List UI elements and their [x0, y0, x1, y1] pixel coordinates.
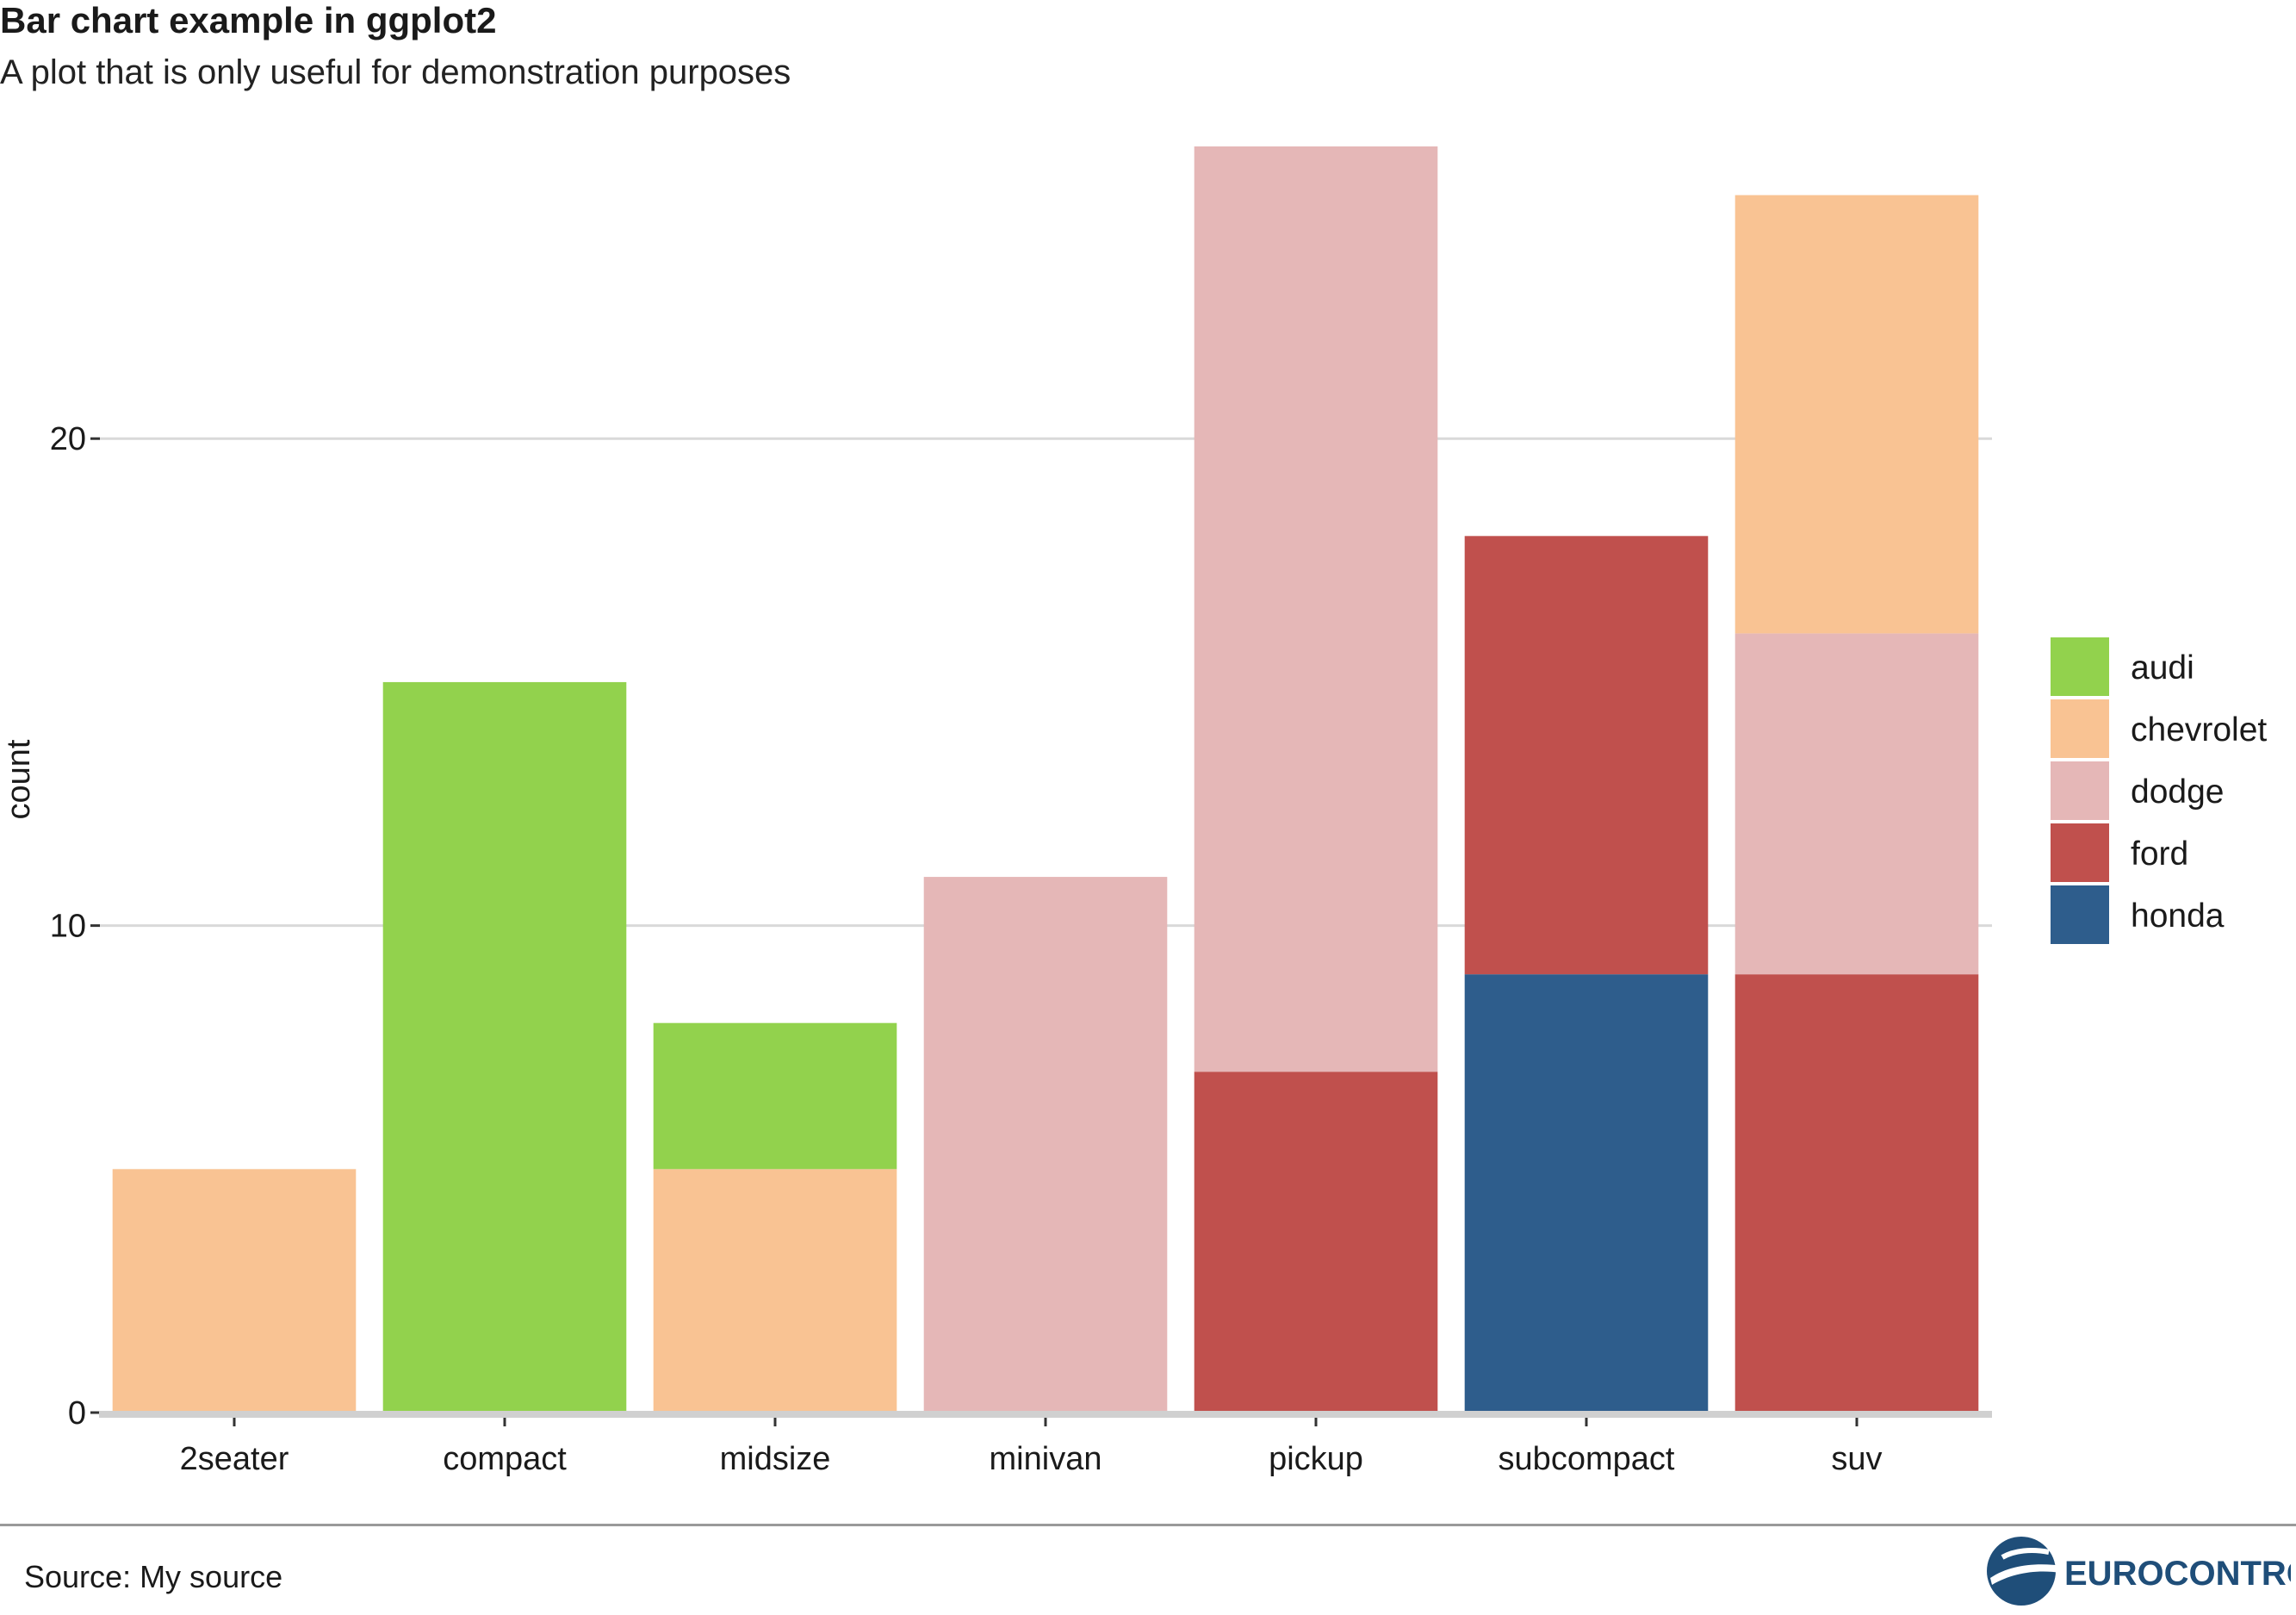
bar-segment-2seater-chevrolet [112, 1169, 357, 1413]
bars [112, 146, 1979, 1413]
y-tick-label: 10 [50, 909, 86, 945]
footer-divider [0, 1524, 2296, 1526]
bar-segment-pickup-ford [1194, 1071, 1438, 1413]
y-tick-label: 0 [68, 1395, 86, 1432]
bar-segment-pickup-dodge [1194, 146, 1438, 1072]
legend-key-dodge [2051, 761, 2109, 820]
bar-segment-subcompact-ford [1464, 536, 1709, 975]
legend-key-audi [2051, 637, 2109, 696]
legend-label-audi: audi [2131, 649, 2194, 686]
legend-label-chevrolet: chevrolet [2131, 711, 2267, 748]
bar-segment-midsize-chevrolet [653, 1169, 897, 1413]
x-tick-label: 2seater [180, 1441, 289, 1477]
eurocontrol-logo: EUROCONTROL [1987, 1537, 2291, 1606]
y-axis-title: count [1, 739, 37, 819]
bar-segment-suv-dodge [1734, 633, 1979, 975]
bar-segment-midsize-audi [653, 1022, 897, 1170]
x-tick-label: minivan [990, 1441, 1102, 1477]
axes: 0 10 20 2seater compact midsize minivan pickup s… [1, 421, 1992, 1477]
bar-segment-suv-chevrolet [1734, 195, 1979, 634]
source-note: Source: My source [24, 1559, 283, 1594]
legend-key-chevrolet [2051, 699, 2109, 758]
x-tick-label: compact [443, 1441, 567, 1477]
y-tick-label: 20 [50, 421, 86, 457]
svg-text:EUROCONTROL: EUROCONTROL [2064, 1555, 2291, 1593]
legend-key-ford [2051, 823, 2109, 882]
legend-label-honda: honda [2131, 898, 2225, 935]
legend: audi chevrolet dodge ford honda [2051, 637, 2267, 944]
x-tick-label: suv [1831, 1441, 1882, 1477]
bar-chart: 0 10 20 2seater compact midsize minivan pickup s… [1, 146, 2267, 1477]
x-tick-label: midsize [720, 1441, 831, 1477]
bar-segment-subcompact-honda [1464, 974, 1709, 1413]
legend-key-honda [2051, 885, 2109, 944]
x-tick-label: pickup [1269, 1441, 1363, 1477]
chart-subtitle: A plot that is only useful for demonstra… [0, 53, 791, 91]
bar-segment-minivan-dodge [923, 877, 1168, 1413]
chart-title: Bar chart example in ggplot2 [0, 0, 497, 40]
bar-segment-suv-ford [1734, 974, 1979, 1413]
legend-label-ford: ford [2131, 835, 2188, 873]
bar-segment-compact-audi [382, 681, 627, 1413]
legend-label-dodge: dodge [2131, 773, 2224, 811]
x-tick-label: subcompact [1499, 1441, 1675, 1477]
